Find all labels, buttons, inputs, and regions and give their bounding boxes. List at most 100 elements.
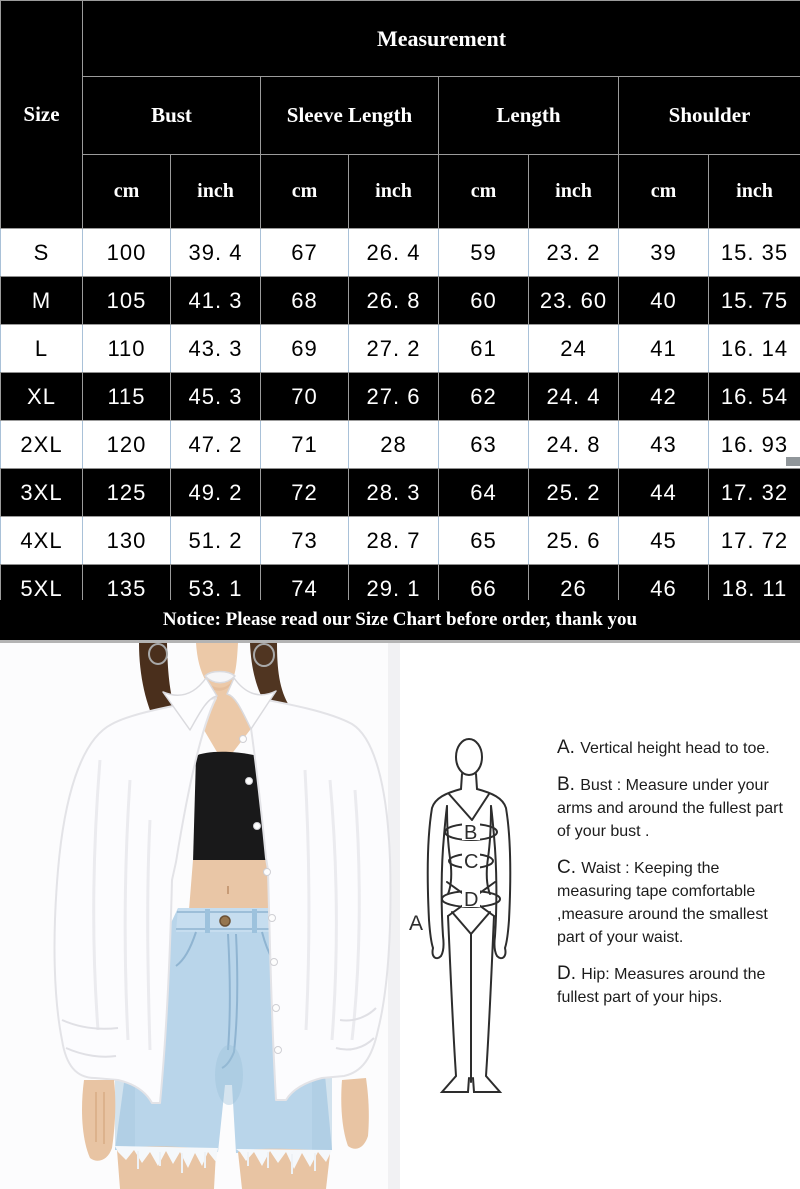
value-cell: 40 bbox=[618, 276, 709, 325]
size-cell: 3XL bbox=[0, 468, 83, 517]
earring-left bbox=[148, 643, 168, 665]
figure-label-a: A bbox=[409, 912, 423, 935]
scrollbar-artifact bbox=[786, 457, 800, 466]
size-cell: 2XL bbox=[0, 420, 83, 469]
jeans-button bbox=[219, 915, 231, 927]
size-cell: 4XL bbox=[0, 516, 83, 565]
figure-label-c: C bbox=[464, 851, 478, 873]
value-cell: 17. 72 bbox=[708, 516, 800, 565]
right-hand bbox=[341, 1078, 369, 1149]
measure-guide-label: C. bbox=[557, 857, 582, 878]
table-row: M 105 41. 3 68 26. 8 60 23. 60 40 15. 75 bbox=[0, 276, 800, 325]
value-cell: 125 bbox=[82, 468, 171, 517]
value-cell: 68 bbox=[260, 276, 349, 325]
value-cell: 130 bbox=[82, 516, 171, 565]
unit-header-cell: cm bbox=[260, 154, 349, 229]
shirt-buttons bbox=[239, 735, 282, 1054]
measurement-header-cell: Measurement bbox=[82, 0, 800, 77]
value-cell: 45 bbox=[618, 516, 709, 565]
value-cell: 43. 3 bbox=[170, 324, 261, 373]
value-cell: 51. 2 bbox=[170, 516, 261, 565]
value-cell: 110 bbox=[82, 324, 171, 373]
figure-label-d: D bbox=[464, 889, 478, 911]
group-header-row: Bust Sleeve Length Length Shoulder bbox=[1, 76, 800, 155]
value-cell: 61 bbox=[438, 324, 529, 373]
size-cell: L bbox=[0, 324, 83, 373]
value-cell: 25. 6 bbox=[528, 516, 619, 565]
value-cell: 28. 7 bbox=[348, 516, 439, 565]
unit-header-cell: inch bbox=[528, 154, 619, 229]
value-cell: 115 bbox=[82, 372, 171, 421]
group-header-cell: Length bbox=[438, 76, 619, 155]
value-cell: 27. 2 bbox=[348, 324, 439, 373]
midriff-skin bbox=[189, 860, 269, 910]
table-row: XL 115 45. 3 70 27. 6 62 24. 4 42 16. 54 bbox=[0, 372, 800, 421]
measure-guide-item: A. Vertical height head to toe. bbox=[557, 736, 797, 760]
value-cell: 70 bbox=[260, 372, 349, 421]
hair-right bbox=[250, 643, 290, 712]
value-cell: 24. 4 bbox=[528, 372, 619, 421]
value-cell: 41 bbox=[618, 324, 709, 373]
table-row: 2XL 120 47. 2 71 28 63 24. 8 43 16. 93 bbox=[0, 420, 800, 469]
shirt-left-panel bbox=[53, 697, 217, 1104]
value-cell: 100 bbox=[82, 228, 171, 277]
figure-head bbox=[455, 738, 483, 776]
figure-left-leg bbox=[439, 915, 470, 1093]
group-header-cell: Sleeve Length bbox=[260, 76, 439, 155]
value-cell: 64 bbox=[438, 468, 529, 517]
unit-header-cell: cm bbox=[618, 154, 709, 229]
figure-background bbox=[400, 643, 570, 1189]
value-cell: 28 bbox=[348, 420, 439, 469]
value-cell: 23. 2 bbox=[528, 228, 619, 277]
value-cell: 45. 3 bbox=[170, 372, 261, 421]
measure-guide-item: C. Waist : Keeping the measuring tape co… bbox=[557, 856, 797, 949]
figure-neckline bbox=[448, 793, 490, 821]
value-cell: 44 bbox=[618, 468, 709, 517]
value-cell: 59 bbox=[438, 228, 529, 277]
table-row: L 110 43. 3 69 27. 2 61 24 41 16. 14 bbox=[0, 324, 800, 373]
value-cell: 39 bbox=[618, 228, 709, 277]
measure-guide-text: Waist : Keeping the measuring tape comfo… bbox=[557, 860, 768, 946]
measure-guide-text: Hip: Measures around the fullest part of… bbox=[557, 966, 766, 1006]
value-cell: 69 bbox=[260, 324, 349, 373]
value-cell: 42 bbox=[618, 372, 709, 421]
measurement-figure: A B C D bbox=[400, 643, 570, 1189]
measure-guide-text: Bust : Measure under your arms and aroun… bbox=[557, 777, 783, 840]
value-cell: 71 bbox=[260, 420, 349, 469]
notice-bar: Notice: Please read our Size Chart befor… bbox=[0, 600, 800, 643]
value-cell: 25. 2 bbox=[528, 468, 619, 517]
value-cell: 17. 32 bbox=[708, 468, 800, 517]
figure-right-leg bbox=[472, 915, 503, 1093]
right-cuff-seam bbox=[335, 1007, 377, 1051]
value-cell: 41. 3 bbox=[170, 276, 261, 325]
earring-right bbox=[253, 643, 275, 667]
size-chart-table: Size Measurement Bust Sleeve Length Length… bbox=[0, 0, 800, 613]
value-cell: 60 bbox=[438, 276, 529, 325]
value-cell: 105 bbox=[82, 276, 171, 325]
value-cell: 67 bbox=[260, 228, 349, 277]
model-photo bbox=[0, 643, 400, 1189]
table-row: S 100 39. 4 67 26. 4 59 23. 2 39 15. 35 bbox=[0, 228, 800, 277]
unit-header-cell: inch bbox=[708, 154, 800, 229]
shorts-fringe bbox=[115, 1146, 332, 1174]
fly-seam bbox=[221, 933, 239, 1069]
value-cell: 23. 60 bbox=[528, 276, 619, 325]
value-cell: 15. 35 bbox=[708, 228, 800, 277]
table-row: 3XL 125 49. 2 72 28. 3 64 25. 2 44 17. 32 bbox=[0, 468, 800, 517]
value-cell: 28. 3 bbox=[348, 468, 439, 517]
value-cell: 72 bbox=[260, 468, 349, 517]
pocket-seam-left bbox=[175, 931, 197, 967]
value-cell: 49. 2 bbox=[170, 468, 261, 517]
value-cell: 26. 4 bbox=[348, 228, 439, 277]
value-cell: 15. 75 bbox=[708, 276, 800, 325]
unit-header-cell: inch bbox=[170, 154, 261, 229]
value-cell: 47. 2 bbox=[170, 420, 261, 469]
measure-guide-item: D. Hip: Measures around the fullest part… bbox=[557, 962, 797, 1009]
size-cell: M bbox=[0, 276, 83, 325]
measure-guide-label: D. bbox=[557, 963, 582, 984]
value-cell: 16. 93 bbox=[708, 420, 800, 469]
size-cell: S bbox=[0, 228, 83, 277]
value-cell: 39. 4 bbox=[170, 228, 261, 277]
size-header-cell: Size bbox=[0, 0, 83, 229]
